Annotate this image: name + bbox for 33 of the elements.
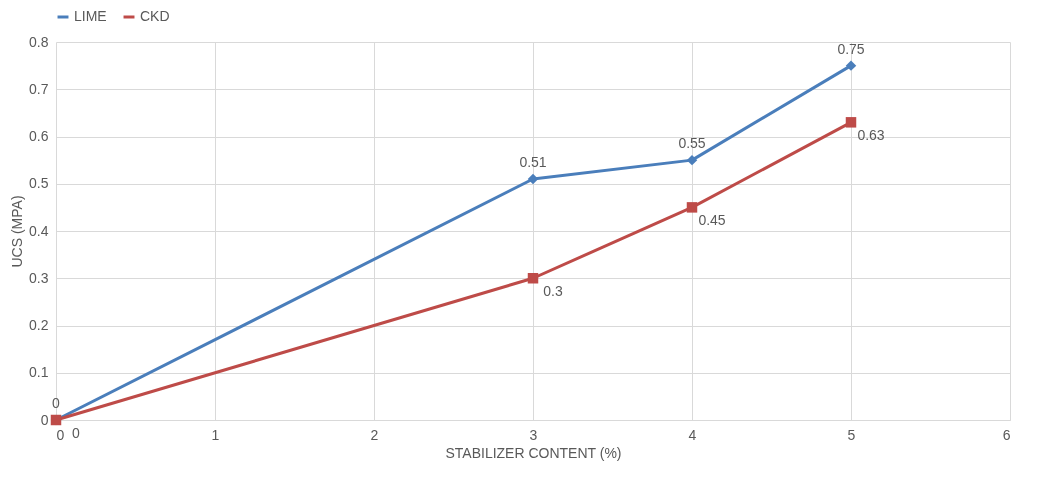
- data-label: 0.75: [837, 40, 865, 57]
- point: [527, 273, 539, 284]
- data-label: 0.55: [678, 135, 706, 152]
- x-tick-label: 2: [370, 426, 379, 443]
- data-label: 0.45: [698, 212, 726, 229]
- x-axis-title: STABILIZER CONTENT (%): [445, 444, 622, 461]
- y-tick-label: 0.5: [29, 175, 49, 192]
- data-label: 0.63: [857, 127, 885, 144]
- x-tick-label: 4: [688, 426, 697, 443]
- y-axis-title: UCS (MPA): [9, 195, 26, 268]
- data-label: 0.51: [519, 154, 547, 171]
- point: [686, 154, 698, 166]
- y-tick-label: 0.4: [29, 222, 49, 239]
- y-tick-label: 0.7: [29, 80, 49, 97]
- x-tick-label: 5: [847, 426, 856, 443]
- point: [527, 173, 539, 185]
- x-tick-label: 6: [1002, 426, 1011, 443]
- legend-label: CKD: [140, 8, 170, 24]
- y-tick-label: 0.8: [29, 33, 49, 50]
- y-tick-label: 0.3: [29, 269, 49, 286]
- point: [686, 202, 698, 213]
- y-tick-label: 0.2: [29, 317, 49, 333]
- y-tick-label: 0.1: [29, 364, 49, 381]
- x-tick-label: 0: [56, 426, 65, 443]
- legend-label: LIME: [74, 8, 107, 24]
- data-label: 0.3: [543, 283, 563, 300]
- point: [845, 117, 857, 128]
- point: [845, 60, 857, 71]
- x-tick-label: 1: [211, 426, 220, 443]
- y-tick-label: 0.6: [29, 128, 49, 144]
- y-tick-label: 0: [40, 411, 49, 428]
- data-label: 0: [52, 395, 61, 411]
- x-tick-label: 3: [529, 426, 538, 443]
